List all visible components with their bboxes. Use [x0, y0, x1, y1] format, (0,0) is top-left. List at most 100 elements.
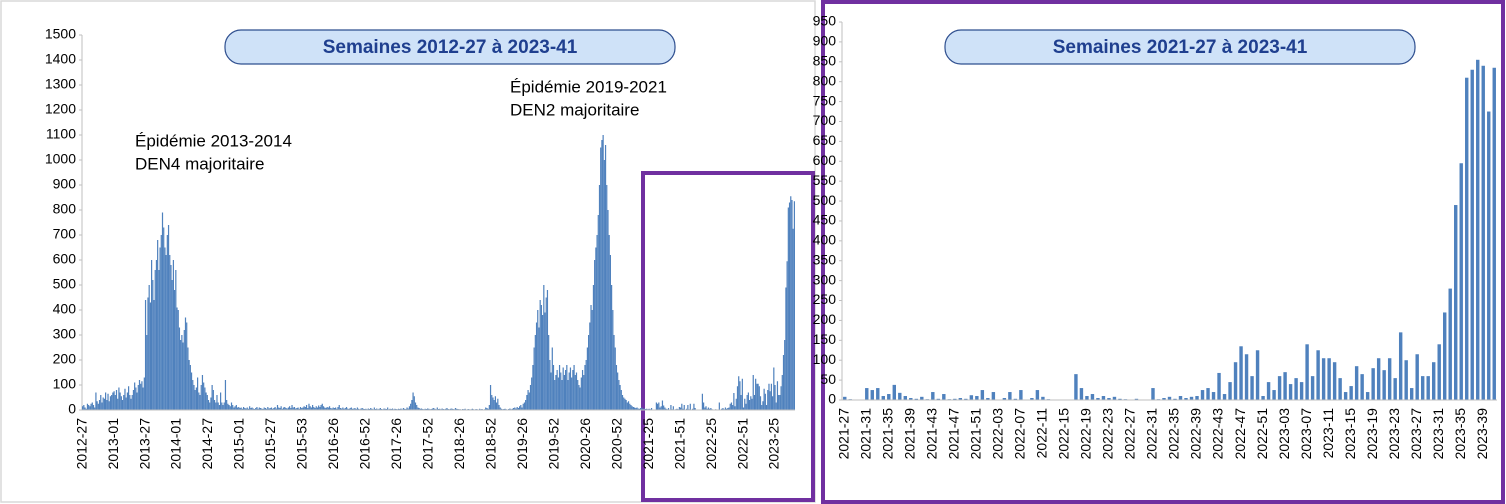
bar	[759, 396, 762, 410]
bar	[689, 403, 691, 410]
bar	[594, 260, 596, 410]
bar	[881, 396, 885, 400]
bar	[125, 397, 127, 410]
bar	[550, 372, 552, 410]
bar	[233, 407, 235, 410]
bar	[775, 402, 777, 410]
y-tick-label: 750	[813, 92, 837, 108]
bar	[487, 408, 489, 410]
bar	[1079, 388, 1084, 400]
bar	[660, 406, 662, 410]
bar	[354, 408, 356, 410]
x-tick-label: 2023-15	[1342, 408, 1358, 460]
bar	[1470, 69, 1474, 400]
bar	[548, 335, 550, 410]
bar	[638, 408, 641, 410]
y-tick-label: 800	[813, 72, 837, 88]
bar	[740, 395, 742, 410]
bar	[1112, 396, 1117, 400]
bar	[170, 265, 172, 410]
bar	[788, 202, 791, 410]
bar	[121, 400, 124, 410]
bar	[325, 408, 327, 410]
bar	[420, 408, 423, 410]
bar	[1200, 390, 1205, 400]
bar	[781, 375, 783, 410]
bar	[389, 408, 391, 410]
bar	[543, 285, 545, 410]
bar	[557, 377, 559, 410]
bar	[588, 335, 590, 410]
bar	[602, 135, 604, 410]
bar	[321, 403, 323, 410]
bar	[335, 407, 337, 410]
bar	[606, 185, 608, 410]
x-tick-label: 2022-19	[1078, 408, 1094, 460]
x-tick-label: 2015-53	[294, 418, 310, 470]
bar	[843, 396, 847, 400]
bar	[914, 398, 919, 400]
bar	[726, 408, 728, 410]
y-tick-label: 650	[813, 132, 837, 148]
bar	[785, 287, 787, 410]
bar	[189, 365, 191, 410]
bar	[362, 408, 365, 410]
bar	[180, 340, 182, 410]
bar	[865, 388, 869, 400]
bar	[343, 408, 345, 410]
bar	[239, 408, 241, 410]
bar	[612, 310, 614, 410]
left-frame	[0, 0, 816, 503]
x-tick-label: 2022-11	[1034, 408, 1050, 459]
bar	[521, 407, 523, 410]
bar	[240, 407, 242, 410]
bar	[328, 406, 331, 410]
bar	[629, 403, 631, 410]
bar	[491, 395, 493, 410]
bar	[192, 380, 194, 410]
bar	[177, 310, 179, 410]
bar	[282, 407, 285, 410]
bar	[154, 270, 156, 410]
bar	[244, 408, 246, 410]
bar	[218, 405, 220, 410]
x-tick-label: 2017-52	[420, 418, 436, 470]
bar	[596, 235, 598, 410]
bar	[111, 395, 113, 410]
bar	[489, 385, 492, 410]
bar	[226, 400, 228, 410]
y-tick-label: 1000	[45, 151, 76, 167]
bar	[782, 355, 785, 410]
bar	[394, 408, 396, 410]
bar	[293, 407, 296, 410]
bar	[953, 398, 957, 400]
bar	[517, 408, 519, 410]
bar	[89, 406, 91, 410]
bar	[132, 390, 135, 410]
bar	[663, 405, 665, 410]
bar	[182, 342, 184, 410]
bar	[243, 407, 245, 410]
bar	[428, 408, 430, 410]
bar	[568, 372, 570, 410]
x-tick-label: 2022-35	[1166, 408, 1182, 460]
bar	[344, 408, 346, 410]
bar	[624, 398, 626, 410]
bar	[314, 408, 316, 410]
bar	[223, 402, 225, 410]
bar	[514, 407, 516, 410]
bar	[611, 285, 613, 410]
bar	[201, 375, 204, 410]
bar	[655, 402, 657, 410]
bar	[770, 383, 772, 410]
right-frame	[821, 0, 1505, 504]
bar	[400, 408, 402, 410]
x-tick-label: 2013-01	[105, 418, 121, 470]
bar	[1134, 398, 1139, 400]
bar	[733, 393, 735, 410]
bar	[152, 280, 154, 410]
bar	[584, 365, 586, 410]
bar	[585, 360, 587, 410]
bar	[82, 406, 84, 410]
bar	[183, 330, 185, 410]
